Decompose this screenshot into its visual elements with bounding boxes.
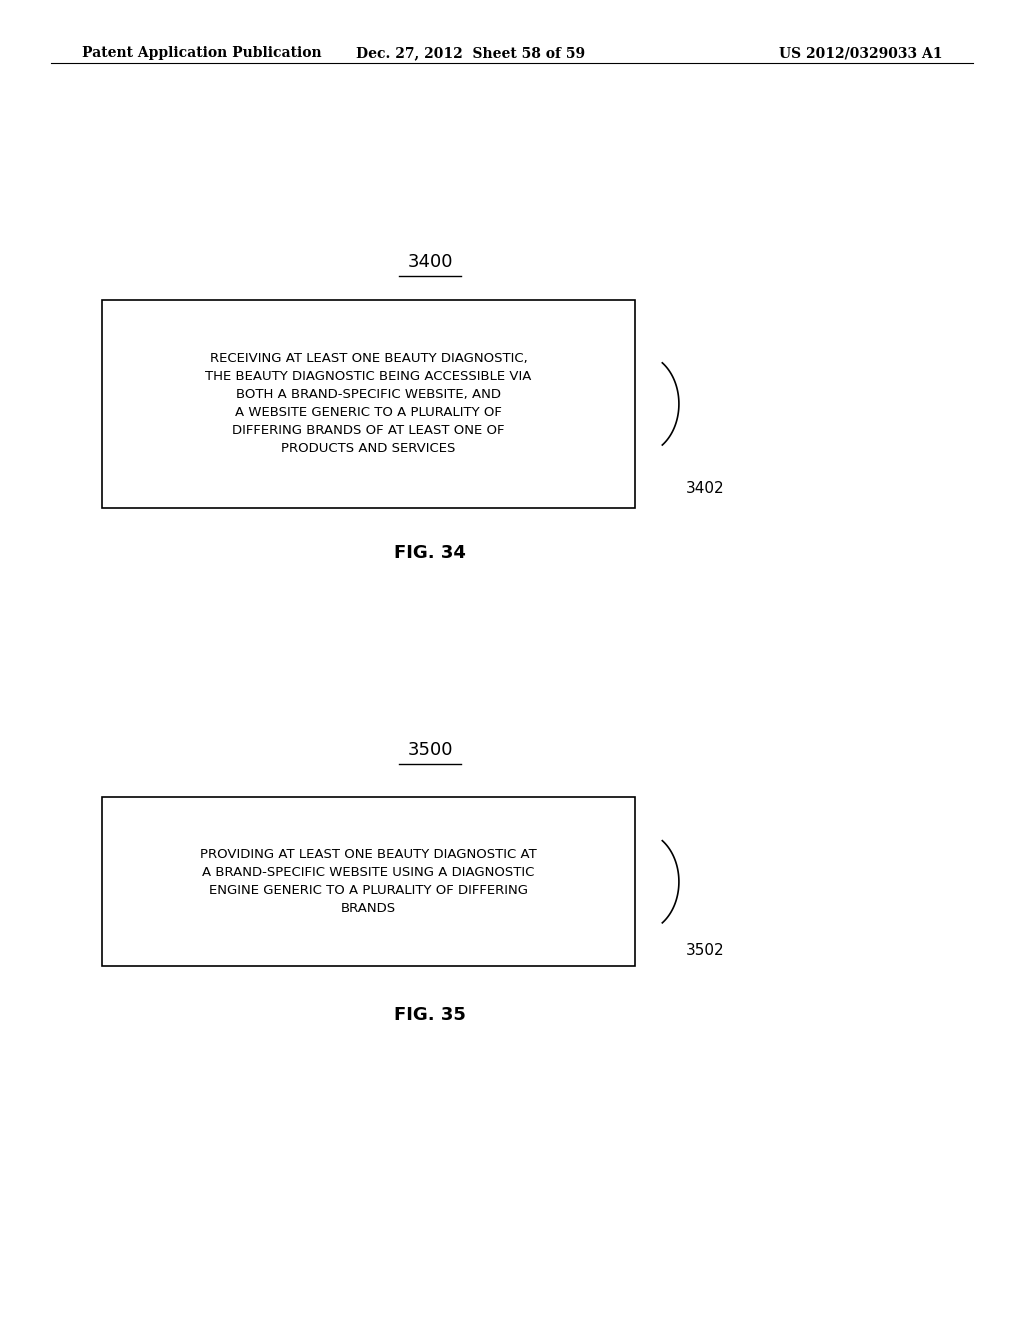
Text: US 2012/0329033 A1: US 2012/0329033 A1: [778, 46, 942, 61]
Text: PROVIDING AT LEAST ONE BEAUTY DIAGNOSTIC AT
A BRAND-SPECIFIC WEBSITE USING A DIA: PROVIDING AT LEAST ONE BEAUTY DIAGNOSTIC…: [201, 849, 537, 915]
Text: Dec. 27, 2012  Sheet 58 of 59: Dec. 27, 2012 Sheet 58 of 59: [356, 46, 586, 61]
Text: FIG. 35: FIG. 35: [394, 1006, 466, 1024]
Text: RECEIVING AT LEAST ONE BEAUTY DIAGNOSTIC,
THE BEAUTY DIAGNOSTIC BEING ACCESSIBLE: RECEIVING AT LEAST ONE BEAUTY DIAGNOSTIC…: [206, 352, 531, 455]
Text: 3500: 3500: [408, 741, 453, 759]
Text: FIG. 34: FIG. 34: [394, 544, 466, 562]
Text: 3402: 3402: [686, 480, 725, 496]
Text: Patent Application Publication: Patent Application Publication: [82, 46, 322, 61]
FancyBboxPatch shape: [102, 797, 635, 966]
Text: 3400: 3400: [408, 252, 453, 271]
Text: 3502: 3502: [686, 942, 725, 958]
FancyBboxPatch shape: [102, 300, 635, 508]
